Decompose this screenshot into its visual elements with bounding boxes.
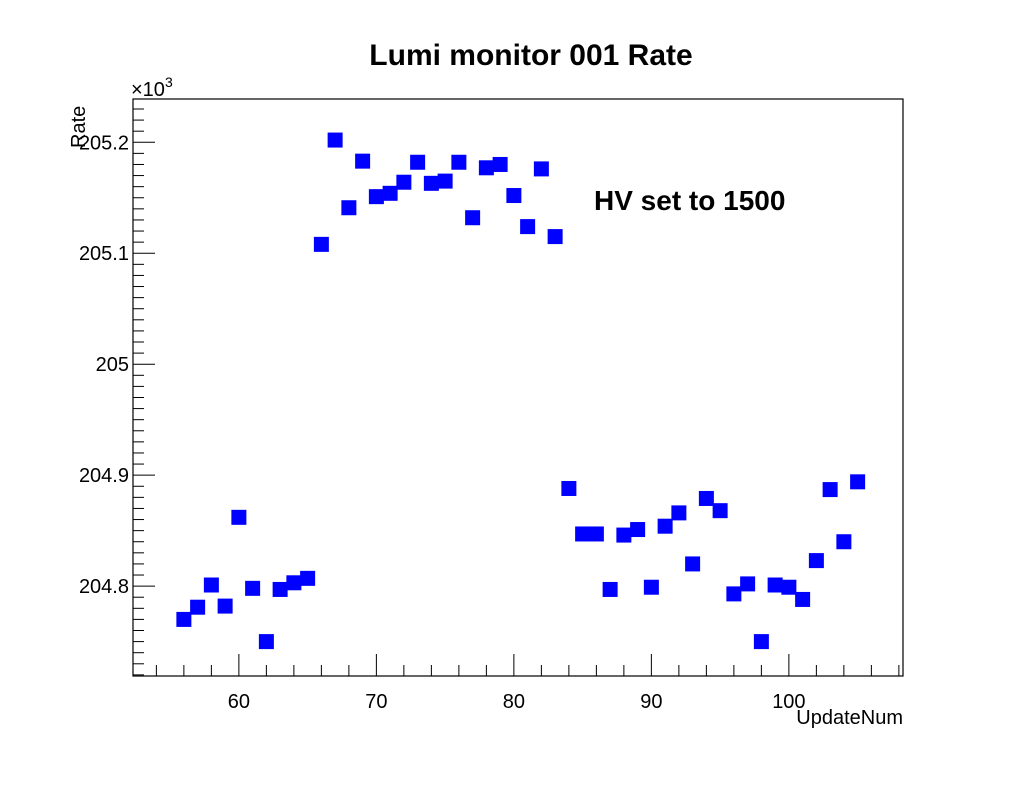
y-axis-tick-labels: 204.8 204.9 205 205.1 205.2: [79, 132, 129, 598]
data-point: [313, 236, 329, 252]
x-tick-label: 70: [365, 691, 387, 713]
data-point: [355, 153, 371, 169]
data-point: [795, 591, 811, 607]
x-tick-label: 80: [503, 691, 525, 713]
y-tick-label: 205.1: [79, 243, 129, 265]
y-axis-ticks: [133, 108, 155, 676]
data-point: [368, 189, 384, 205]
data-point: [671, 505, 687, 521]
data-point: [836, 534, 852, 550]
data-point: [506, 188, 522, 204]
y-tick-label: 204.9: [79, 465, 129, 487]
data-markers: [176, 132, 866, 650]
data-point: [850, 474, 866, 490]
data-point: [437, 173, 453, 189]
y-axis-exponent: ×103: [131, 74, 173, 101]
data-point: [341, 200, 357, 216]
data-point: [396, 174, 412, 190]
data-point: [808, 553, 824, 569]
data-point: [327, 132, 343, 148]
data-point: [176, 611, 192, 627]
data-point: [616, 527, 632, 543]
data-point: [575, 526, 591, 542]
data-point: [643, 579, 659, 595]
data-point: [712, 503, 728, 519]
data-point: [588, 526, 604, 542]
data-point: [245, 580, 261, 596]
data-point: [547, 229, 563, 245]
x-tick-label: 60: [228, 691, 250, 713]
data-point: [561, 480, 577, 496]
x-tick-label: 90: [640, 691, 662, 713]
data-point: [465, 210, 481, 226]
data-point: [740, 576, 756, 592]
data-point: [258, 634, 274, 650]
data-point: [698, 490, 714, 506]
data-point: [781, 579, 797, 595]
hv-annotation: HV set to 1500: [594, 185, 785, 216]
data-point: [286, 575, 302, 591]
data-point: [300, 570, 316, 586]
data-point: [423, 175, 439, 191]
data-point: [753, 634, 769, 650]
data-point: [822, 482, 838, 498]
data-point: [767, 577, 783, 593]
data-point: [190, 599, 206, 615]
data-point: [272, 581, 288, 597]
data-point: [217, 598, 233, 614]
data-point: [630, 522, 646, 538]
data-point: [382, 185, 398, 201]
x-tick-label: 100: [772, 691, 805, 713]
y-tick-label: 205: [96, 354, 129, 376]
data-point: [726, 586, 742, 602]
data-point: [492, 156, 508, 172]
y-tick-label: 204.8: [79, 576, 129, 598]
data-point: [231, 509, 247, 525]
y-axis-label: Rate: [68, 106, 90, 148]
data-point: [451, 154, 467, 170]
data-point: [657, 518, 673, 534]
data-point: [203, 577, 219, 593]
x-axis-tick-labels: 60 70 80 90 100: [228, 691, 806, 713]
chart-title: Lumi monitor 001 Rate: [369, 39, 692, 72]
data-point: [520, 219, 536, 235]
y-tick-label: 205.2: [79, 132, 129, 154]
data-point: [478, 160, 494, 176]
data-point: [533, 161, 549, 177]
data-point: [685, 556, 701, 572]
data-point: [602, 581, 618, 597]
x-axis-ticks: [155, 654, 900, 676]
x-axis-label: UpdateNum: [796, 707, 903, 729]
plot-frame: [132, 98, 904, 677]
data-point: [410, 154, 426, 170]
